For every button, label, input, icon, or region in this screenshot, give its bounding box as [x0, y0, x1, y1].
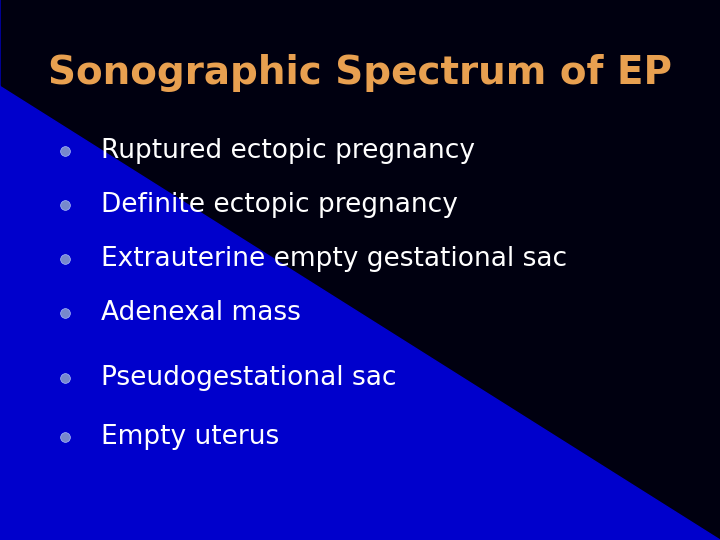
Text: Empty uterus: Empty uterus [101, 424, 279, 450]
Text: Extrauterine empty gestational sac: Extrauterine empty gestational sac [101, 246, 567, 272]
Text: Pseudogestational sac: Pseudogestational sac [101, 365, 396, 391]
Text: Sonographic Spectrum of EP: Sonographic Spectrum of EP [48, 54, 672, 92]
Text: Adenexal mass: Adenexal mass [101, 300, 301, 326]
Text: Definite ectopic pregnancy: Definite ectopic pregnancy [101, 192, 458, 218]
Text: Ruptured ectopic pregnancy: Ruptured ectopic pregnancy [101, 138, 474, 164]
